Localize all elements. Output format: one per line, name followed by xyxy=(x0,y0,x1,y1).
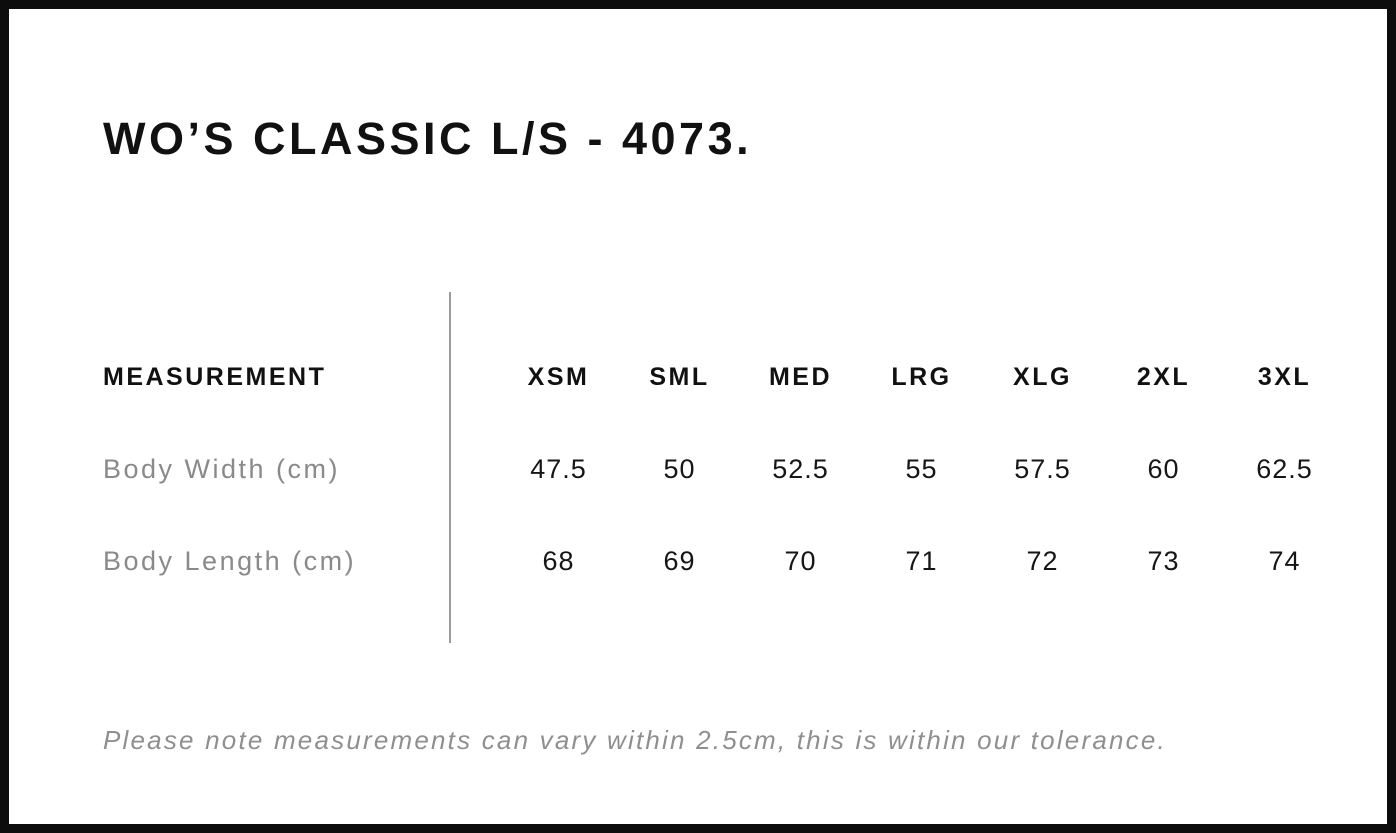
body-length-sml: 69 xyxy=(663,545,696,576)
tolerance-note: Please note measurements can vary within… xyxy=(103,725,1167,755)
body-length-3xl: 74 xyxy=(1268,545,1301,576)
column-header-lrg: LRG xyxy=(891,362,952,391)
page-title: WO’S CLASSIC L/S - 4073. xyxy=(103,113,753,164)
size-chart-table: MEASUREMENT XSM SML MED LRG XLG 2XL 3XL … xyxy=(103,331,1345,607)
column-header-2xl: 2XL xyxy=(1136,362,1191,391)
body-length-lrg: 71 xyxy=(905,545,938,576)
column-header-3xl: 3XL xyxy=(1257,362,1312,391)
body-width-lrg: 55 xyxy=(905,453,938,484)
body-width-xsm: 47.5 xyxy=(530,453,587,484)
body-length-xlg: 72 xyxy=(1026,545,1059,576)
body-length-xsm: 68 xyxy=(542,545,575,576)
row-label-body-length: Body Length (cm) xyxy=(103,545,357,576)
column-header-med: MED xyxy=(768,362,833,391)
body-width-2xl: 60 xyxy=(1147,453,1180,484)
column-header-xlg: XLG xyxy=(1013,362,1072,391)
row-label-body-width: Body Width (cm) xyxy=(103,453,341,484)
body-width-xlg: 57.5 xyxy=(1014,453,1071,484)
column-header-sml: SML xyxy=(649,362,710,391)
body-length-med: 70 xyxy=(784,545,817,576)
table-column-divider xyxy=(449,292,451,643)
body-length-2xl: 73 xyxy=(1147,545,1180,576)
body-width-med: 52.5 xyxy=(772,453,829,484)
column-header-xsm: XSM xyxy=(527,362,590,391)
body-width-sml: 50 xyxy=(663,453,696,484)
body-width-3xl: 62.5 xyxy=(1256,453,1313,484)
column-header-measurement: MEASUREMENT xyxy=(103,362,327,391)
